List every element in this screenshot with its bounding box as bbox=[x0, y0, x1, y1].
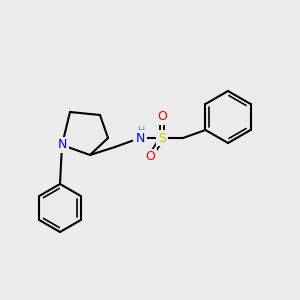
Text: O: O bbox=[145, 151, 155, 164]
Text: N: N bbox=[135, 131, 145, 145]
Text: N: N bbox=[57, 139, 67, 152]
Text: S: S bbox=[158, 131, 166, 145]
Text: O: O bbox=[157, 110, 167, 124]
Text: H: H bbox=[138, 126, 146, 136]
